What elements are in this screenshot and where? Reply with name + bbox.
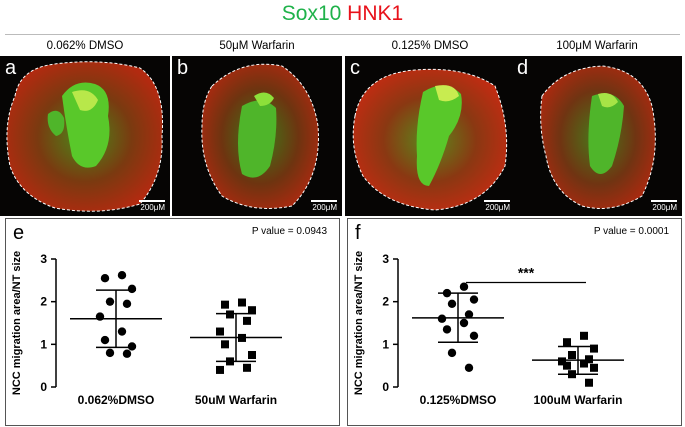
chart-e-point: [248, 306, 256, 315]
chart-f-point: [447, 299, 457, 308]
scale-bar-c: [484, 200, 510, 202]
micrograph-d-image: [540, 65, 656, 209]
chart-f-point: [585, 355, 593, 364]
panel-a-letter: a: [5, 57, 17, 79]
panel-d-label: 100μM Warfarin: [556, 40, 638, 52]
chart-f-point: [459, 318, 469, 328]
chart-f-category-label: 0.125%DMSO: [420, 393, 497, 407]
title-hnk1: HNK1: [347, 2, 404, 25]
micrograph-b-image: [201, 63, 319, 209]
chart-e-point: [216, 365, 224, 374]
chart-f-significance-label: ***: [518, 264, 535, 280]
panel-c-letter: c: [350, 57, 360, 79]
chart-f-point: [590, 344, 598, 353]
chart-e-letter: e: [13, 222, 25, 244]
chart-e-point: [105, 348, 115, 358]
panel-c-label: 0.125% DMSO: [391, 40, 469, 52]
chart-f-category-label: 100uM Warfarin: [534, 393, 623, 407]
chart-f-point: [469, 331, 479, 340]
chart-f-point: [437, 314, 447, 323]
chart-e-point: [117, 327, 127, 336]
figure-title: Sox10 HNK1: [0, 2, 685, 26]
chart-f-point: [590, 363, 598, 372]
micrograph-c: c 200μM: [345, 56, 515, 216]
chart-f-plot: NCC migration area/NT size 0 1 2 3 0.125%DMSO…: [353, 251, 624, 407]
chart-e-point: [238, 333, 246, 342]
chart-f-point: [585, 378, 593, 387]
chart-e-point: [95, 312, 105, 321]
scale-bar-a: [139, 200, 165, 202]
chart-e-point: [105, 297, 115, 306]
chart-f-point: [442, 325, 452, 334]
panel-a-label: 0.062% DMSO: [46, 40, 124, 52]
chart-f-point: [442, 288, 452, 298]
chart-e: e P value = 0.0943 NCC migration area/NT…: [5, 218, 340, 426]
chart-f: f P value = 0.0001 NCC migration area/NT…: [347, 218, 682, 426]
chart-e-point: [216, 327, 224, 336]
scale-label-b: 200μM: [312, 203, 337, 212]
chart-f-ytick-label: 2: [382, 295, 389, 309]
title-rule: [5, 34, 680, 35]
panel-d-letter: d: [517, 57, 529, 79]
chart-e-ytick-label: 3: [40, 252, 47, 266]
chart-e-ytick-label: 1: [40, 337, 47, 351]
chart-f-point: [568, 351, 576, 359]
chart-e-point: [243, 316, 251, 325]
chart-e-point: [243, 363, 251, 372]
chart-e-point: [221, 300, 229, 309]
panel-b-label: 50μM Warfarin: [219, 40, 295, 52]
chart-e-point: [127, 342, 137, 351]
chart-e-point: [226, 357, 234, 366]
chart-f-point: [447, 348, 457, 358]
chart-e-ytick-label: 2: [40, 295, 47, 309]
scale-bar-d: [651, 200, 677, 202]
scale-label-a: 200μM: [140, 203, 165, 212]
chart-f-pvalue: P value = 0.0001: [593, 226, 669, 237]
chart-f-point: [580, 331, 588, 340]
chart-f-letter: f: [355, 222, 361, 244]
micrograph-a: a 200μM: [0, 56, 170, 216]
scale-label-c: 200μM: [485, 203, 510, 212]
chart-f-ylabel: NCC migration area/NT size: [353, 251, 365, 395]
chart-e-category-label: 0.062%DMSO: [78, 393, 155, 407]
chart-f-point: [563, 338, 571, 347]
chart-f-ytick-label: 3: [382, 252, 389, 266]
chart-e-point: [100, 274, 110, 283]
chart-e-pvalue: P value = 0.0943: [251, 226, 327, 237]
chart-e-ylabel: NCC migration area/NT size: [11, 251, 23, 395]
chart-f-point: [563, 361, 571, 370]
chart-e-point: [221, 340, 229, 349]
micrograph-c-image: [352, 68, 508, 211]
chart-f-point: [469, 295, 479, 304]
micrograph-a-image: [6, 61, 164, 212]
chart-f-point: [568, 370, 576, 379]
panel-b-letter: b: [177, 57, 189, 79]
title-sox10: Sox10: [281, 2, 342, 25]
chart-f-point: [558, 357, 566, 366]
chart-e-point: [117, 271, 127, 280]
chart-f-point: [459, 282, 469, 291]
micrograph-b: b 200μM: [172, 56, 342, 216]
chart-e-point: [122, 349, 132, 358]
chart-e-category-label: 50uM Warfarin: [195, 393, 277, 407]
chart-f-ytick-label: 1: [382, 337, 389, 351]
chart-e-point: [226, 310, 234, 319]
chart-e-plot: NCC migration area/NT size 0 1 2 3 0.062%DMSO…: [11, 251, 282, 407]
scale-label-d: 200μM: [652, 203, 677, 212]
scale-bar-b: [311, 200, 337, 202]
chart-f-ytick-label: 0: [382, 380, 389, 394]
chart-e-point: [122, 299, 132, 308]
chart-f-point: [580, 359, 588, 368]
chart-e-point: [248, 351, 256, 359]
micrograph-d: d 200μM: [512, 56, 682, 216]
chart-f-point: [464, 363, 474, 372]
chart-e-point: [238, 298, 246, 307]
chart-f-point: [464, 310, 474, 319]
chart-e-point: [127, 284, 137, 294]
chart-e-ytick-label: 0: [40, 380, 47, 394]
chart-e-point: [100, 335, 110, 345]
